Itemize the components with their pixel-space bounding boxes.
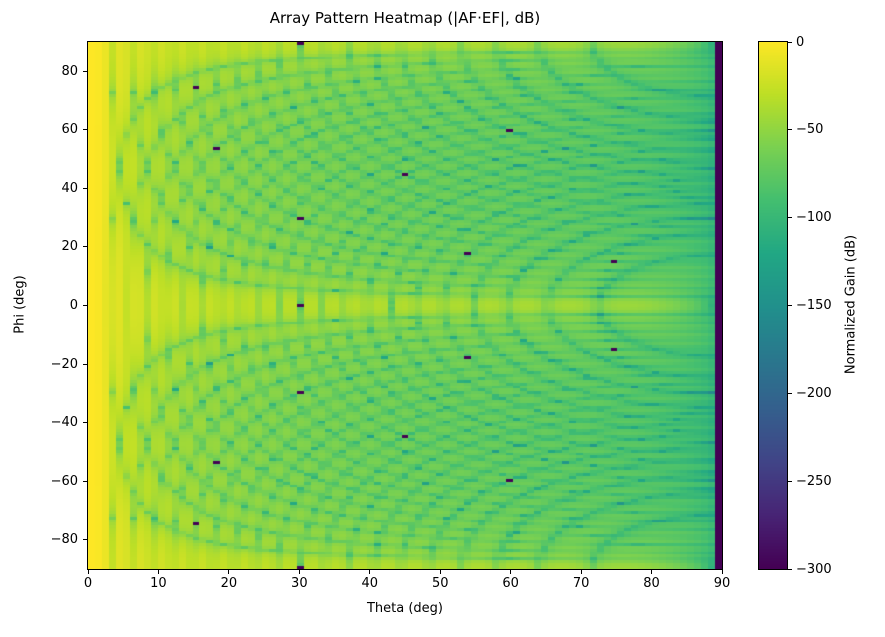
- y-axis-label: Phi (deg): [12, 275, 28, 334]
- colorbar-tick-label: −200: [796, 385, 832, 401]
- x-tick-mark: [439, 570, 441, 574]
- colorbar-tick-mark: [788, 129, 792, 131]
- y-tick-label: 80: [61, 63, 78, 79]
- y-tick-mark: [83, 539, 87, 541]
- colorbar-tick-label: −50: [796, 122, 824, 138]
- y-tick-mark: [83, 422, 87, 424]
- heatmap-canvas: [87, 41, 723, 570]
- y-tick-mark: [83, 187, 87, 189]
- colorbar-tick-mark: [788, 217, 792, 219]
- x-tick-label: 10: [150, 576, 167, 591]
- y-tick-mark: [83, 70, 87, 72]
- y-tick-label: 0: [69, 298, 78, 313]
- colorbar-canvas: [758, 41, 788, 570]
- x-tick-label: 40: [361, 576, 379, 591]
- colorbar-tick-mark: [788, 392, 792, 394]
- x-tick-mark: [298, 570, 300, 574]
- colorbar-tick-label: −250: [796, 473, 832, 489]
- colorbar-tick-label: −300: [796, 561, 832, 577]
- x-tick-label: 50: [431, 576, 449, 591]
- x-axis-label: Theta (deg): [366, 601, 444, 616]
- y-tick-label: −40: [50, 415, 78, 431]
- x-tick-label: 90: [713, 576, 731, 591]
- x-tick-mark: [157, 570, 159, 574]
- x-tick-mark: [369, 570, 371, 574]
- colorbar-tick-mark: [788, 41, 792, 43]
- y-tick-label: −20: [50, 356, 78, 372]
- colorbar-tick-label: −100: [796, 210, 832, 226]
- y-tick-mark: [83, 305, 87, 306]
- y-tick-label: 40: [61, 180, 78, 196]
- colorbar-tick-label: −150: [796, 298, 832, 313]
- colorbar-tick-label: 0: [796, 34, 805, 50]
- x-tick-mark: [721, 570, 723, 574]
- x-tick-mark: [580, 570, 582, 574]
- y-tick-mark: [83, 129, 87, 131]
- x-tick-mark: [228, 570, 230, 574]
- chart-title: Array Pattern Heatmap (|AF·EF|, dB): [269, 9, 541, 27]
- x-tick-label: 70: [572, 576, 590, 591]
- x-tick-mark: [510, 570, 512, 574]
- colorbar-tick-mark: [788, 568, 792, 570]
- y-tick-label: 20: [61, 239, 78, 255]
- x-tick-label: 30: [291, 576, 308, 591]
- colorbar-tick-mark: [788, 305, 792, 306]
- x-tick-label: 60: [502, 576, 519, 591]
- x-tick-mark: [87, 570, 89, 574]
- y-tick-mark: [83, 246, 87, 248]
- x-tick-mark: [651, 570, 653, 574]
- x-tick-label: 20: [220, 576, 238, 591]
- y-tick-label: 60: [61, 122, 78, 138]
- y-tick-mark: [83, 363, 87, 365]
- y-tick-label: −60: [50, 473, 78, 489]
- x-tick-label: 0: [83, 576, 93, 591]
- y-tick-mark: [83, 480, 87, 482]
- colorbar-tick-mark: [788, 480, 792, 482]
- y-tick-label: −80: [50, 532, 78, 548]
- x-tick-label: 80: [643, 576, 660, 591]
